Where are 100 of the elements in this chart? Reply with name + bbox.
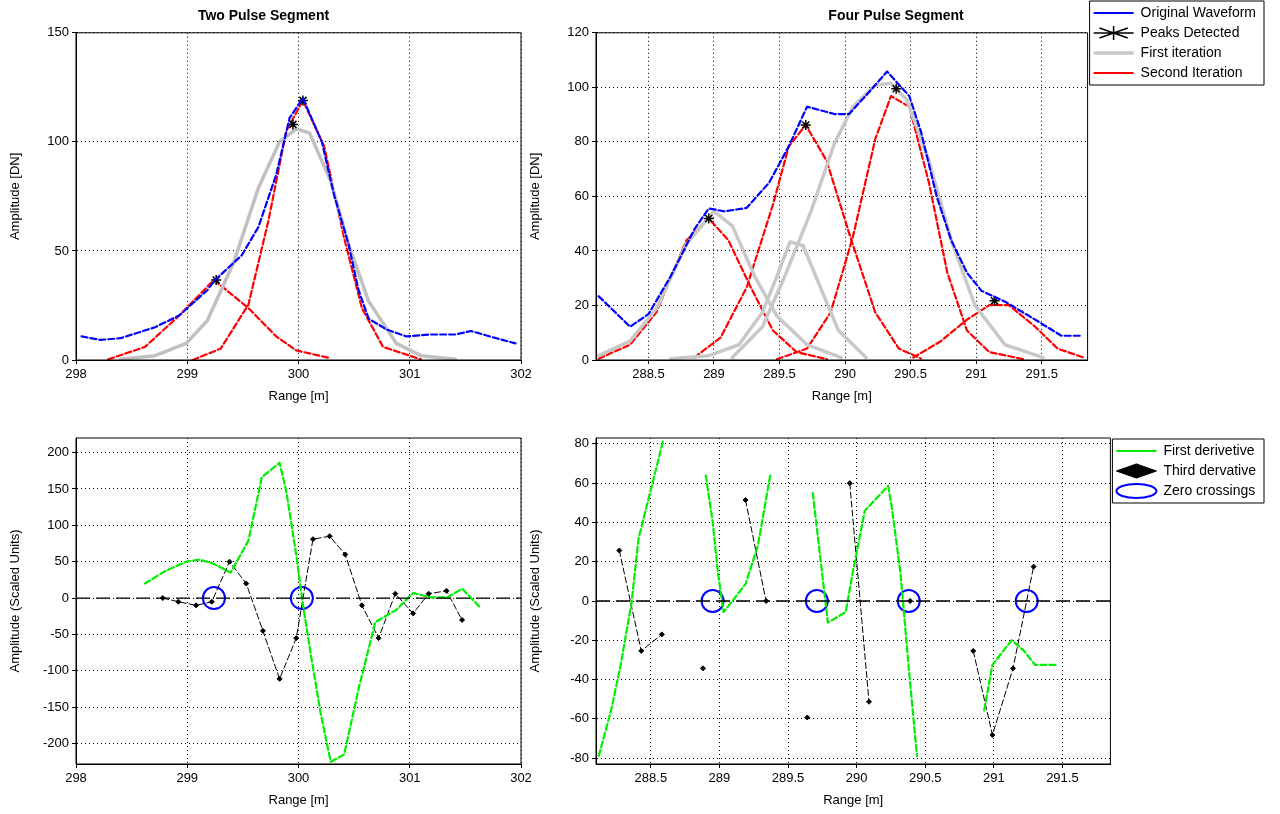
- y-tick-label: 120: [567, 24, 589, 40]
- y-tick-label: 150: [47, 480, 69, 496]
- point: [459, 616, 466, 623]
- y-tick-label: 100: [567, 78, 589, 94]
- point: [865, 698, 872, 705]
- y-tick-label: 20: [574, 297, 589, 313]
- point: [800, 119, 812, 131]
- point: [896, 589, 921, 613]
- legend-label: Zero crossings: [1163, 481, 1256, 498]
- y-tick-label: -200: [42, 735, 69, 751]
- y-tick-label: 50: [54, 242, 69, 258]
- point: [175, 598, 182, 605]
- legend-label: First iteration: [1140, 43, 1222, 60]
- point: [1030, 563, 1037, 570]
- y-tick-label: 80: [574, 435, 589, 451]
- y-tick-label: 150: [47, 24, 69, 40]
- legend-label: Peaks Detected: [1140, 23, 1240, 40]
- legend-label: First derivetive: [1163, 441, 1255, 458]
- point: [358, 602, 365, 609]
- y-axis-title: Amplitude [DN]: [527, 152, 543, 241]
- legend-label: Second Iteration: [1140, 63, 1243, 80]
- y-tick-label: -50: [50, 626, 69, 642]
- x-tick-label: 290: [834, 366, 856, 382]
- x-tick-label: 301: [398, 770, 421, 786]
- x-tick-label: 291.5: [1025, 366, 1058, 382]
- line-series: [597, 70, 1084, 337]
- y-tick-label: 0: [581, 351, 589, 367]
- point: [326, 533, 333, 540]
- x-tick-label: 291.5: [1046, 770, 1079, 786]
- y-tick-label: 80: [574, 133, 589, 149]
- y-tick-label: 0: [581, 592, 589, 608]
- point: [210, 274, 222, 286]
- line-series: [143, 461, 483, 763]
- x-axis-title: Range [m]: [811, 387, 872, 403]
- point: [988, 295, 1001, 307]
- x-tick-label: 291: [965, 366, 988, 382]
- point: [276, 675, 283, 682]
- y-axis-title: Amplitude (Scaled Units): [527, 529, 543, 673]
- x-tick-label: 298: [65, 366, 87, 382]
- x-tick-label: 299: [176, 366, 199, 382]
- y-tick-label: 40: [574, 514, 589, 530]
- legend-label: Original Waveform: [1140, 3, 1257, 20]
- y-tick-label: -100: [42, 662, 69, 678]
- y-tick-label: 40: [574, 242, 589, 258]
- x-tick-label: 300: [287, 770, 310, 786]
- point: [293, 635, 300, 642]
- x-tick-label: 291: [982, 770, 1005, 786]
- point: [846, 480, 853, 487]
- point: [804, 589, 829, 613]
- x-tick-label: 302: [510, 770, 532, 786]
- y-tick-label: 0: [61, 589, 69, 605]
- y-tick-label: 100: [47, 133, 69, 149]
- y-axis-title: Amplitude [DN]: [7, 152, 23, 241]
- x-tick-label: 300: [287, 366, 310, 382]
- point: [342, 551, 349, 558]
- point: [410, 610, 417, 617]
- point: [259, 627, 266, 634]
- point: [1010, 665, 1017, 672]
- point: [638, 647, 645, 654]
- x-tick-label: 290.5: [908, 770, 942, 786]
- line-series: [80, 97, 517, 345]
- point: [392, 590, 399, 597]
- x-tick-label: 288.5: [634, 770, 668, 786]
- y-tick-label: 50: [54, 553, 69, 569]
- y-tick-label: -40: [570, 671, 589, 687]
- point: [658, 631, 665, 638]
- point: [700, 589, 725, 613]
- y-tick-label: 20: [574, 553, 589, 569]
- x-tick-label: 289: [708, 770, 731, 786]
- x-tick-label: 302: [510, 366, 532, 382]
- point: [297, 94, 309, 107]
- x-tick-label: 288.5: [632, 366, 665, 382]
- y-tick-label: 100: [47, 516, 69, 532]
- y-tick-label: -150: [42, 698, 69, 714]
- point: [890, 82, 902, 95]
- y-tick-label: -60: [570, 710, 589, 726]
- point: [702, 212, 715, 225]
- x-tick-label: 289.5: [763, 366, 796, 382]
- x-axis-title: Range [m]: [268, 791, 329, 807]
- point: [309, 536, 316, 543]
- x-tick-label: 289: [703, 366, 725, 382]
- y-axis-title: Amplitude (Scaled Units): [7, 529, 23, 673]
- point: [970, 647, 977, 654]
- legend-label: Third dervative: [1163, 461, 1257, 478]
- y-tick-label: -80: [570, 749, 589, 765]
- x-tick-label: 290: [845, 770, 868, 786]
- point: [201, 586, 226, 611]
- point: [700, 665, 706, 672]
- chart-title: Two Pulse Segment: [197, 7, 330, 24]
- point: [989, 731, 996, 738]
- point: [742, 497, 749, 504]
- x-tick-label: 301: [398, 366, 421, 382]
- point: [289, 586, 314, 611]
- x-tick-label: 299: [176, 770, 199, 786]
- point: [375, 635, 382, 642]
- point: [1014, 589, 1039, 613]
- y-tick-label: -20: [570, 631, 589, 647]
- y-tick-label: 200: [47, 444, 69, 460]
- point: [193, 602, 200, 609]
- point: [443, 587, 450, 594]
